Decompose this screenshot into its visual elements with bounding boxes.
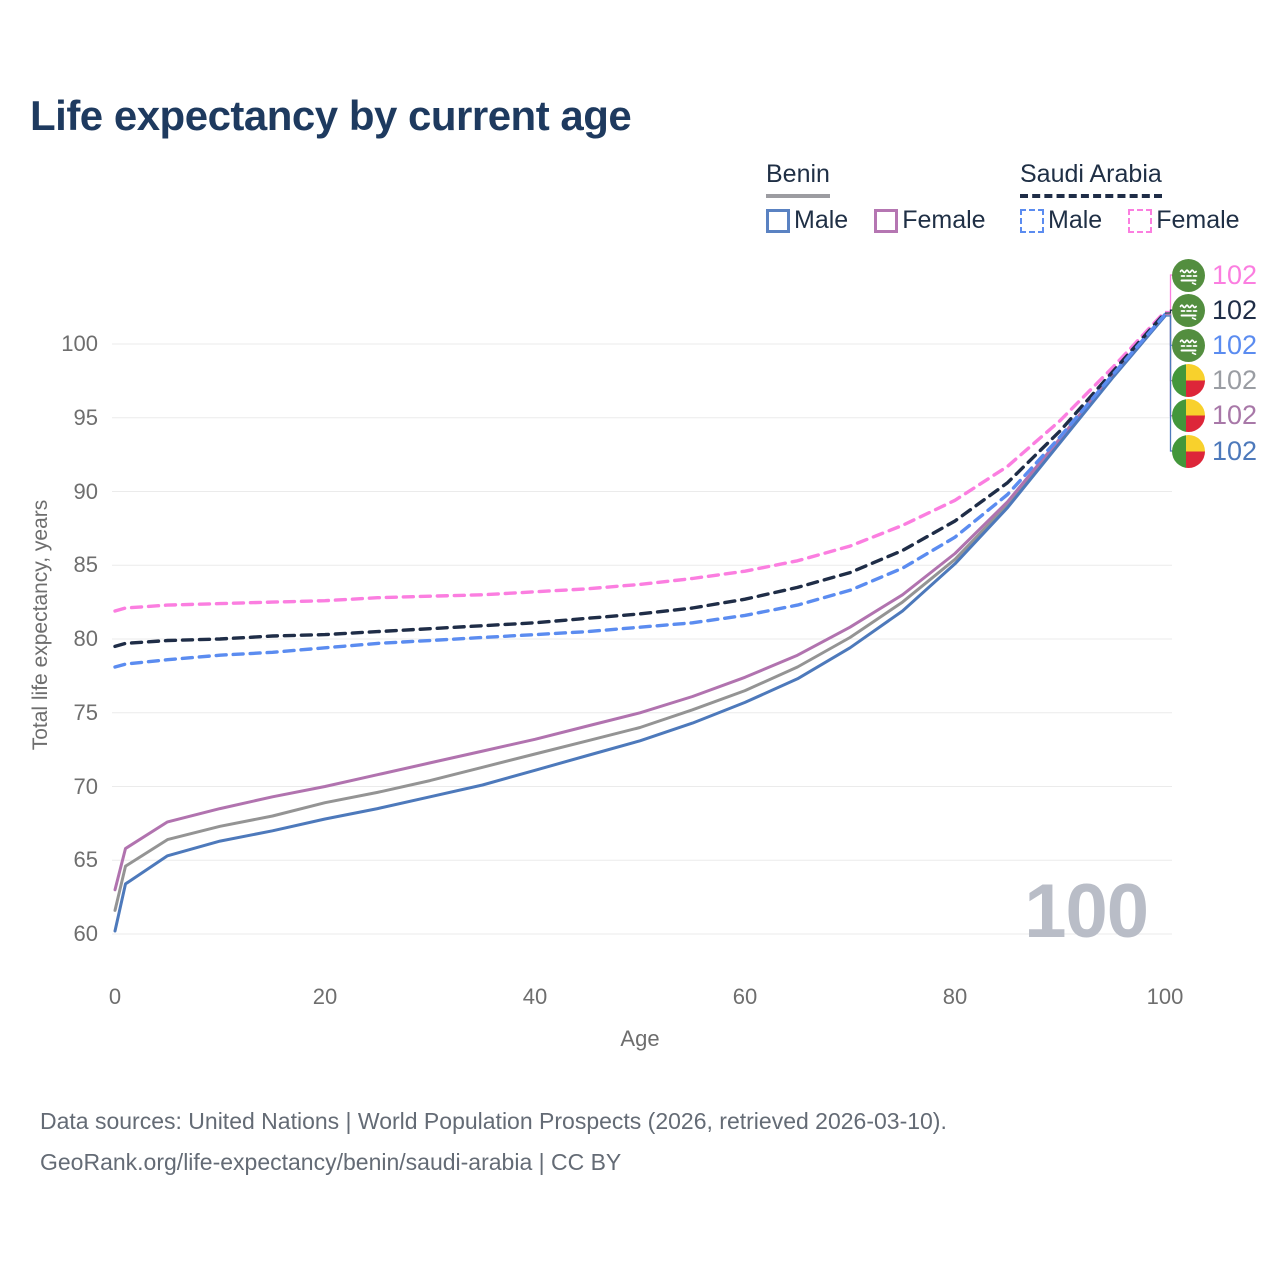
legend-items-row: Male Female xyxy=(1020,206,1240,235)
x-tick-label-40: 40 xyxy=(522,984,548,1009)
legend-item-label: Female xyxy=(1156,206,1240,234)
legend-group-saudi-arabia: Saudi Arabia Male Female xyxy=(1020,160,1240,235)
end-label-value: 102 xyxy=(1212,435,1258,466)
data-sources-note: Data sources: United Nations | World Pop… xyxy=(40,1108,947,1134)
end-label-value: 102 xyxy=(1212,294,1258,325)
legend-items-row: Male Female xyxy=(766,206,986,235)
saudi-arabia-flag-icon xyxy=(1172,293,1205,327)
end-label-value: 102 xyxy=(1212,365,1258,396)
benin-flag-icon xyxy=(1172,399,1205,433)
end-label-value: 102 xyxy=(1212,329,1258,360)
saudi-arabia-flag-icon xyxy=(1172,328,1205,362)
end-label-saudi-arabia-male: 102 xyxy=(1172,328,1257,362)
legend-swatch-icon xyxy=(766,208,790,233)
end-label-saudi-arabia-female: 102 xyxy=(1172,258,1257,292)
legend-group-benin: Benin Male Female xyxy=(766,160,986,235)
legend-swatch-icon xyxy=(1128,208,1153,233)
age-counter-watermark: 100 xyxy=(1024,869,1149,954)
line-benin-female xyxy=(113,313,1167,892)
y-tick-label-70: 70 xyxy=(73,773,98,799)
legend-country-label[interactable]: Benin xyxy=(766,160,830,198)
x-axis-title: Age xyxy=(620,1026,660,1051)
end-label-benin-all: 102 xyxy=(1172,364,1257,398)
legend-swatch-icon xyxy=(1020,208,1044,233)
legend-item-label: Female xyxy=(902,206,986,234)
attribution-link: GeoRank.org/life-expectancy/benin/saudi-… xyxy=(40,1149,622,1175)
y-tick-label-90: 90 xyxy=(73,478,98,504)
legend-swatch-icon xyxy=(874,208,899,233)
x-tick-label-80: 80 xyxy=(942,984,968,1009)
legend-item-label: Male xyxy=(794,206,849,234)
legend-country-label[interactable]: Saudi Arabia xyxy=(1020,160,1162,198)
line-saudi-arabia-male xyxy=(113,312,1167,669)
x-tick-label-0: 0 xyxy=(108,984,122,1009)
legend-item-benin-female[interactable]: Female xyxy=(874,206,986,235)
x-tick-label-20: 20 xyxy=(312,984,338,1009)
chart-title: Life expectancy by current age xyxy=(30,92,632,139)
legend-item-benin-male[interactable]: Male xyxy=(766,206,848,235)
y-tick-label-80: 80 xyxy=(73,626,98,651)
line-saudi-arabia-female xyxy=(113,309,1167,613)
y-tick-label-100: 100 xyxy=(61,331,98,356)
end-label-benin-female: 102 xyxy=(1172,399,1257,433)
y-tick-label-75: 75 xyxy=(73,699,98,725)
end-label-value: 102 xyxy=(1212,400,1258,431)
saudi-arabia-flag-icon xyxy=(1172,258,1205,292)
legend-item-label: Male xyxy=(1048,206,1103,234)
line-saudi-arabia-all xyxy=(113,311,1167,649)
line-benin-all xyxy=(113,313,1167,912)
y-tick-label-95: 95 xyxy=(73,404,98,430)
y-tick-label-85: 85 xyxy=(73,552,98,578)
benin-flag-icon xyxy=(1172,364,1205,398)
x-tick-label-60: 60 xyxy=(732,984,758,1009)
benin-flag-icon xyxy=(1172,434,1205,468)
y-tick-label-65: 65 xyxy=(73,847,98,873)
end-label-saudi-arabia-all: 102 xyxy=(1172,293,1257,327)
x-tick-label-100: 100 xyxy=(1146,984,1184,1009)
legend-item-saudi-arabia-female[interactable]: Female xyxy=(1128,206,1240,235)
y-tick-label-60: 60 xyxy=(73,921,98,946)
line-benin-male xyxy=(113,314,1167,933)
end-label-benin-male: 102 xyxy=(1172,434,1257,468)
legend-item-saudi-arabia-male[interactable]: Male xyxy=(1020,206,1102,235)
end-label-value: 102 xyxy=(1212,259,1258,290)
